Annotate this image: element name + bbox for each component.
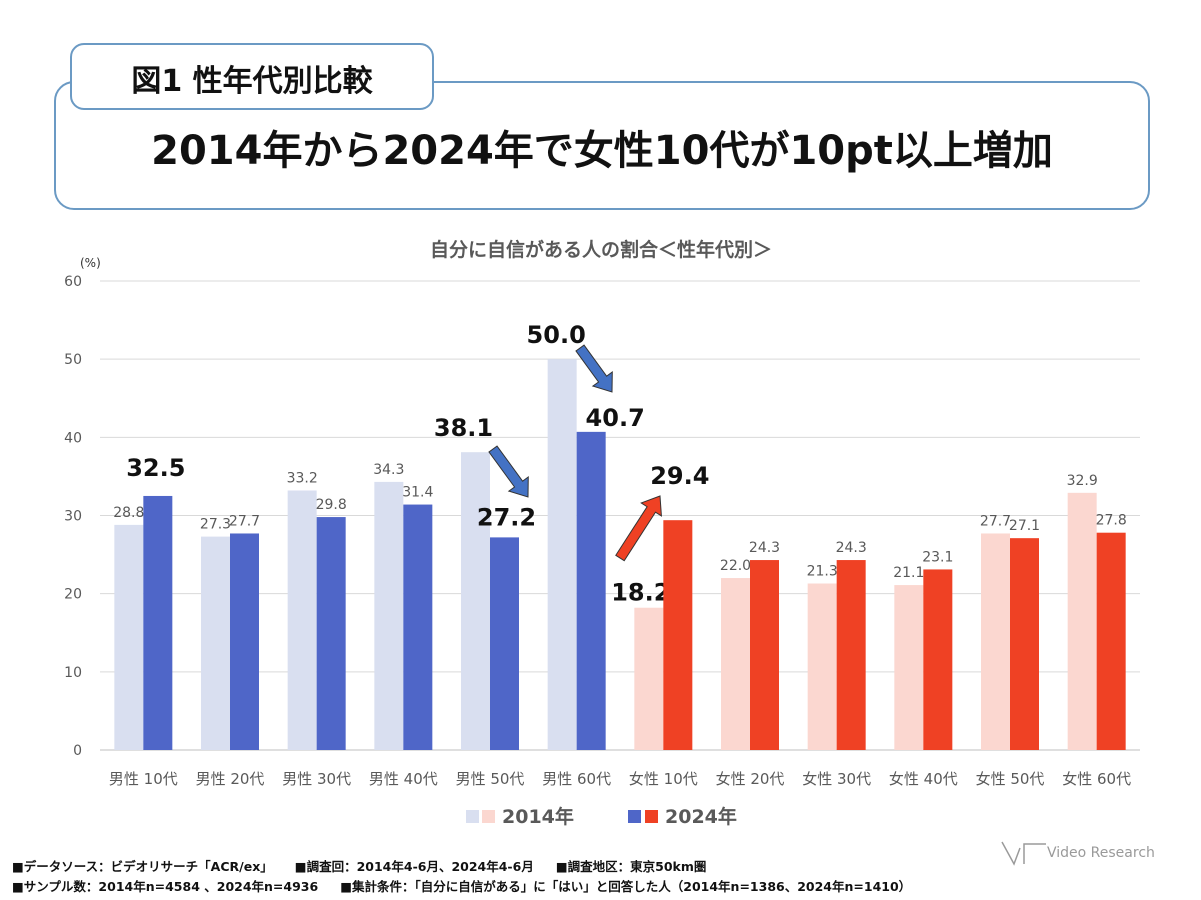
data-label: 27.7 [980, 513, 1011, 529]
footer-period: ■調査回：2014年4-6月、2024年4-6月 [294, 859, 534, 874]
data-label: 27.1 [1009, 518, 1040, 534]
data-label-highlight: 50.0 [527, 321, 586, 349]
y-tick-label: 30 [64, 509, 82, 525]
x-tick-label: 男性 30代 [282, 770, 351, 788]
data-label: 27.7 [229, 513, 260, 529]
x-tick-label: 女性 30代 [802, 770, 871, 788]
bar [1096, 532, 1126, 750]
bar [721, 578, 750, 750]
bar [403, 504, 433, 750]
figure-label: 図1 性年代別比較 [131, 64, 373, 99]
data-label: 34.3 [373, 462, 404, 478]
bar [1010, 538, 1039, 750]
x-tick-label: 女性 50代 [976, 770, 1045, 788]
x-tick-label: 男性 10代 [109, 770, 178, 788]
legend-label-2024: 2024年 [665, 805, 737, 828]
y-tick-label: 20 [64, 587, 82, 603]
x-tick-label: 女性 20代 [716, 770, 785, 788]
logo-text: Video Research [1047, 845, 1155, 861]
y-tick-label: 0 [73, 743, 82, 759]
footer-area: ■調査地区：東京50km圏 [555, 859, 707, 874]
bar [894, 585, 924, 750]
data-label: 28.8 [113, 505, 144, 521]
bar [1067, 492, 1097, 750]
bar [547, 359, 577, 750]
legend-swatch-2024-female [645, 810, 658, 823]
data-label: 31.4 [402, 485, 433, 501]
x-tick-label: 男性 50代 [456, 770, 525, 788]
bar [981, 533, 1010, 750]
bar [836, 560, 866, 750]
x-tick-label: 男性 20代 [196, 770, 265, 788]
legend-swatch-2014-male [466, 810, 479, 823]
bar [576, 431, 606, 750]
bar [230, 533, 259, 750]
chart-title: 自分に自信がある人の割合＜性年代別＞ [430, 238, 772, 261]
x-tick-label: 女性 40代 [889, 770, 958, 788]
bar [923, 569, 953, 750]
bar-chart: 自分に自信がある人の割合＜性年代別＞ (%) 0 10 20 30 40 50 60 28.8 32… [64, 238, 1140, 828]
data-label-highlight: 32.5 [126, 454, 185, 482]
x-tick-label: 女性 60代 [1062, 770, 1131, 788]
legend-swatch-2014-female [482, 810, 495, 823]
footer-line-2: ■サンプル数：2014年n=4584 、2024年n=4936 ■集計条件：「自分… [12, 876, 933, 895]
bar [374, 481, 404, 750]
footer-condition: ■集計条件：「自分に自信がある」に「はい」と回答した人（2014年n=1386、… [340, 879, 912, 894]
data-label: 33.2 [287, 470, 318, 486]
y-tick-label: 40 [64, 430, 82, 446]
y-tick-label: 50 [64, 352, 82, 368]
bar [750, 560, 779, 750]
data-label: 27.3 [200, 517, 231, 533]
data-label: 24.3 [836, 540, 867, 556]
change-arrow [615, 495, 662, 562]
data-label-highlight: 27.2 [477, 503, 536, 531]
data-label: 24.3 [749, 540, 780, 556]
headline: 2014年から2024年で女性10代が10pt以上増加 [151, 128, 1053, 174]
bar [316, 517, 346, 750]
figure-label-tab [70, 43, 434, 110]
data-label-highlight: 18.2 [611, 579, 670, 607]
bar [490, 537, 519, 750]
legend-swatch-2024-male [628, 810, 641, 823]
bar [201, 536, 230, 750]
x-tick-label: 男性 60代 [542, 770, 611, 788]
data-label: 27.8 [1096, 513, 1127, 529]
bar [807, 583, 837, 750]
data-label: 22.0 [720, 558, 751, 574]
footer-line-1: ■データソース：ビデオリサーチ「ACR/ex」 ■調査回：2014年4-6月、20… [12, 856, 728, 875]
legend-label-2014: 2014年 [502, 805, 574, 828]
bar [634, 607, 664, 750]
bar [663, 520, 693, 750]
data-label: 23.1 [922, 549, 953, 565]
y-axis-unit: (%) [80, 256, 101, 270]
bar [114, 524, 144, 750]
x-tick-label: 女性 10代 [629, 770, 698, 788]
video-research-logo-icon [1001, 841, 1046, 866]
footer-source: ■データソース：ビデオリサーチ「ACR/ex」 [12, 859, 273, 874]
x-tick-label: 男性 40代 [369, 770, 438, 788]
data-label: 32.9 [1067, 473, 1098, 489]
y-tick-label: 60 [64, 274, 82, 290]
bar [287, 490, 317, 750]
data-label: 29.8 [316, 497, 347, 513]
data-label-highlight: 38.1 [434, 414, 493, 442]
change-arrow [575, 344, 613, 393]
data-label: 21.1 [893, 565, 924, 581]
footer-sample: ■サンプル数：2014年n=4584 、2024年n=4936 [12, 879, 319, 894]
y-tick-label: 10 [64, 665, 82, 681]
bar [461, 452, 490, 750]
data-label: 21.3 [807, 564, 838, 580]
data-label-highlight: 29.4 [650, 462, 709, 490]
bar [143, 495, 173, 750]
data-label-highlight: 40.7 [586, 404, 645, 432]
change-arrow [488, 445, 529, 498]
